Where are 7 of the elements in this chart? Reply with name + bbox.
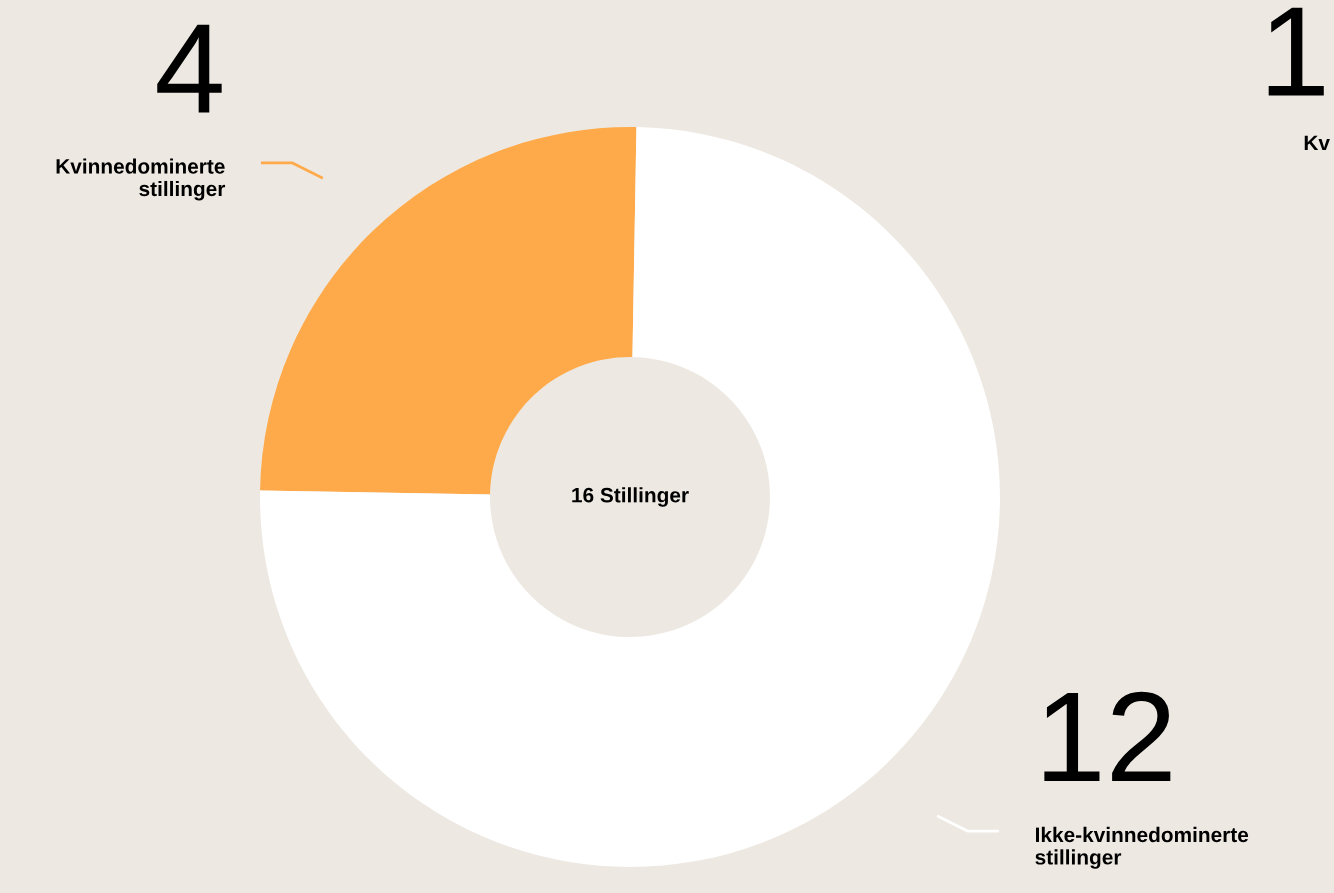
data-label: 4 <box>157 24 222 113</box>
text: 16 Stillinger <box>572 487 689 507</box>
data-label: 12 <box>1044 691 1171 781</box>
text: 1 <box>1268 7 1324 96</box>
slice-label: Ikke-kvinnedominerte stillinger <box>1035 826 1249 869</box>
legend-label: Kvinnedominerte stillinger <box>56 158 226 201</box>
text: Kv <box>1304 135 1330 151</box>
